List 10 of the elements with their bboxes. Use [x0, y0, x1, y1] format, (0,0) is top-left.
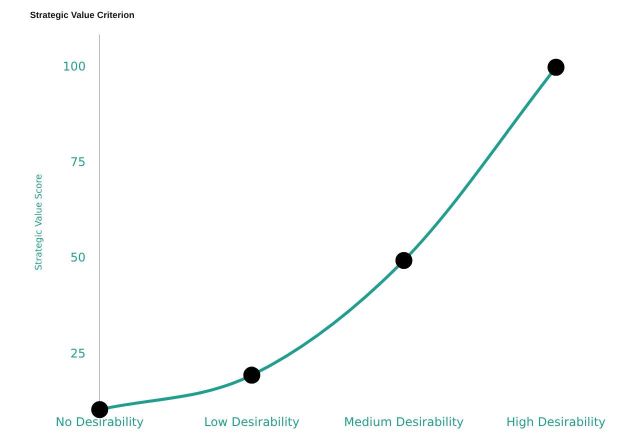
y-tick-label: 50 — [70, 250, 86, 265]
x-tick-label: High Desirability — [506, 414, 606, 429]
y-tick-label: 100 — [62, 59, 86, 74]
y-tick-label: 25 — [70, 346, 86, 360]
chart-title: Strategic Value Criterion — [30, 10, 135, 20]
x-tick-label: Low Desirability — [204, 414, 300, 429]
x-tick-label: No Desirability — [56, 414, 144, 429]
x-tick-label: Medium Desirability — [344, 414, 464, 429]
y-axis-title: Strategic Value Score — [34, 174, 45, 270]
y-tick-label: 75 — [70, 155, 86, 170]
